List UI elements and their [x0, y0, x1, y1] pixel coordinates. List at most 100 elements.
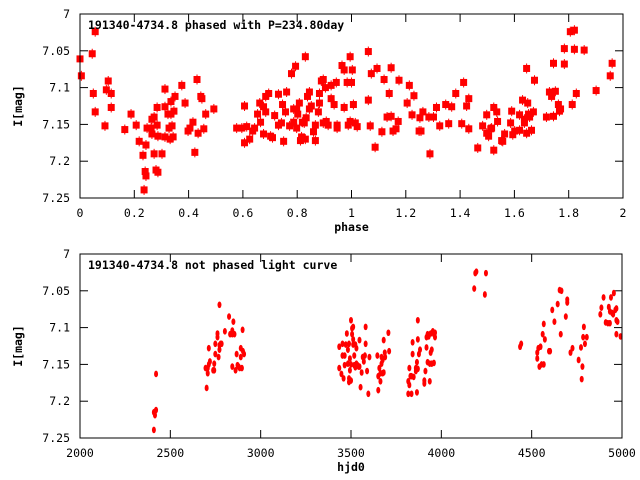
data-point — [238, 353, 243, 361]
data-point — [154, 370, 159, 378]
data-point — [611, 311, 616, 318]
data-point — [406, 390, 411, 398]
data-point — [383, 353, 388, 361]
data-point — [337, 343, 342, 351]
data-point — [414, 389, 419, 396]
data-point — [365, 367, 370, 375]
x-tick-label: 1.8 — [558, 206, 579, 220]
data-point — [582, 340, 587, 348]
data-point — [359, 369, 364, 376]
data-point — [576, 356, 581, 364]
data-point — [213, 340, 218, 348]
plot-title: 191340-4734.8 not phased light curve — [88, 258, 337, 272]
y-tick-label: 7.05 — [42, 44, 70, 58]
data-point — [482, 291, 487, 298]
data-point — [422, 377, 427, 384]
x-tick-label: 0.4 — [178, 206, 199, 220]
x-tick-label: 2000 — [66, 446, 94, 460]
plot-title: 191340-4734.8 phased with P=234.80day — [88, 18, 344, 32]
data-point — [363, 340, 368, 348]
plot-1: 7 7.05 7.1 7.15 7.2 7.25 0 0.2 0.4 0.6 0.8 1 1.2 1.4 1… — [11, 7, 626, 234]
data-point — [217, 301, 222, 309]
data-point — [354, 344, 359, 352]
y-tick-label: 7 — [63, 7, 70, 21]
data-point — [367, 353, 372, 361]
x-tick-label: 0.8 — [287, 206, 308, 220]
data-point — [352, 352, 357, 359]
data-point — [410, 350, 415, 358]
x-axis-label: hjd0 — [337, 460, 365, 474]
data-point — [540, 330, 545, 338]
data-point — [212, 360, 217, 367]
data-point — [581, 333, 586, 341]
x-tick-label: 1 — [348, 206, 355, 220]
data-point — [342, 352, 347, 359]
y-tick-label: 7.2 — [49, 394, 70, 408]
x-tick-label: 0 — [77, 206, 84, 220]
data-point — [580, 363, 585, 370]
x-tick-label: 2500 — [156, 446, 184, 460]
y-tick-label: 7.15 — [42, 357, 70, 371]
data-point — [542, 336, 547, 343]
data-point — [535, 355, 540, 362]
x-tick-label: 5000 — [608, 446, 636, 460]
x-tick-label: 2 — [620, 206, 627, 220]
x-tick-label: 1.2 — [395, 206, 416, 220]
data-point — [341, 375, 346, 382]
data-point — [345, 360, 350, 367]
data-point — [349, 361, 353, 368]
data-point — [415, 336, 420, 343]
data-point — [345, 346, 350, 353]
data-point — [347, 355, 352, 362]
y-tick-label: 7.2 — [49, 154, 70, 168]
data-point — [579, 375, 584, 383]
data-point — [601, 294, 606, 301]
data-point — [424, 344, 429, 351]
y-tick-label: 7.05 — [42, 284, 70, 298]
data-point — [376, 386, 381, 394]
data-point — [615, 318, 620, 326]
data-point — [361, 358, 366, 365]
y-tick-label: 7.25 — [42, 191, 70, 205]
data-point — [614, 330, 619, 338]
data-point — [386, 329, 391, 337]
data-point — [234, 350, 239, 358]
x-tick-label: 3000 — [247, 446, 275, 460]
data-point — [581, 323, 586, 331]
x-tick-label: 4000 — [427, 446, 455, 460]
x-tick-label: 0.2 — [124, 206, 145, 220]
data-point — [343, 341, 348, 348]
x-tick-label: 4500 — [518, 446, 546, 460]
data-point — [423, 367, 428, 375]
data-point — [358, 383, 363, 391]
data-point — [213, 350, 218, 358]
data-point — [411, 373, 416, 381]
data-point — [207, 358, 212, 365]
x-axis-label: phase — [334, 220, 369, 234]
x-tick-label: 1.4 — [450, 206, 471, 220]
data-point — [151, 426, 156, 434]
data-point — [350, 330, 355, 338]
data-point — [565, 296, 570, 303]
data-point — [377, 364, 382, 372]
data-point — [387, 347, 392, 355]
plot-frame — [79, 13, 624, 199]
data-point — [414, 358, 419, 366]
data-point — [363, 323, 368, 331]
data-point — [242, 350, 247, 358]
y-tick-label: 7.1 — [49, 81, 70, 95]
data-point — [578, 344, 583, 351]
data-point — [340, 340, 345, 348]
data-point — [204, 384, 209, 392]
data-point — [342, 361, 347, 369]
data-point — [233, 366, 238, 374]
data-point — [239, 364, 244, 372]
data-point — [240, 326, 245, 334]
data-point — [151, 408, 156, 416]
data-point — [351, 323, 356, 331]
data-point — [347, 366, 352, 374]
data-point — [407, 364, 412, 372]
data-point — [215, 330, 220, 337]
data-point — [608, 294, 613, 301]
